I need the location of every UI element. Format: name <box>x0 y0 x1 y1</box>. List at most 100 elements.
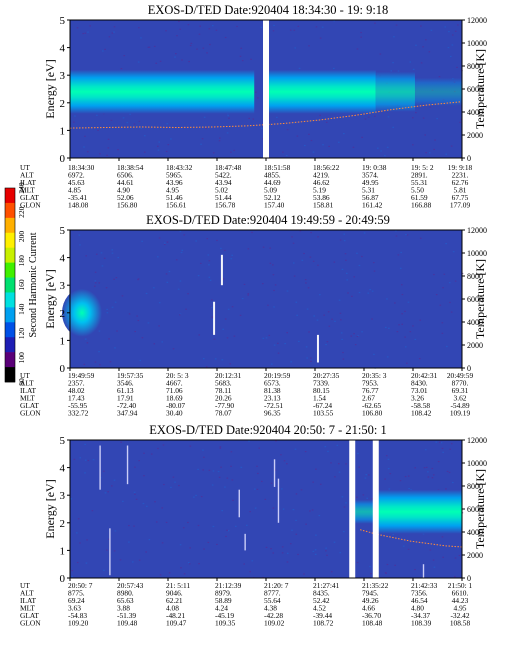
noise-dot <box>107 138 110 140</box>
noise-dot <box>399 480 402 482</box>
noise-dot <box>83 363 86 366</box>
y-tick-label: 3 <box>60 70 66 82</box>
noise-dot <box>84 32 87 34</box>
noise-dot <box>440 442 443 444</box>
noise-dot <box>198 334 201 336</box>
table-cell: 3.26 <box>411 394 424 403</box>
noise-dot <box>361 331 363 333</box>
noise-dot <box>254 507 257 509</box>
noise-dot <box>406 234 409 236</box>
noise-dot <box>274 469 277 471</box>
noise-dot <box>280 454 282 456</box>
table-cell: 17.91 <box>117 394 134 403</box>
noise-dot <box>155 521 158 523</box>
noise-dot <box>138 120 141 122</box>
noise-dot <box>321 26 324 28</box>
noise-dot <box>78 234 81 236</box>
table-cell: 17.43 <box>68 394 85 403</box>
noise-dot <box>369 288 371 291</box>
noise-dot <box>393 36 395 38</box>
table-cell: 48.02 <box>68 386 85 395</box>
noise-dot <box>148 46 151 48</box>
table-cell: 21:50: 1 <box>448 581 473 590</box>
table-row-label: ILAT <box>20 596 36 605</box>
noise-dot <box>201 138 204 140</box>
noise-dot <box>365 474 368 476</box>
noise-dot <box>450 311 453 313</box>
noise-dot <box>325 343 327 346</box>
noise-dot <box>454 576 456 578</box>
noise-dot <box>439 441 441 443</box>
noise-dot <box>120 68 123 70</box>
noise-dot <box>448 471 451 474</box>
table-cell: 69.31 <box>452 386 469 395</box>
noise-dot <box>236 25 238 28</box>
noise-dot <box>328 325 331 327</box>
table-cell: 4.95 <box>454 604 467 613</box>
noise-dot <box>86 151 89 153</box>
noise-dot <box>87 31 89 33</box>
noise-dot <box>360 36 362 38</box>
noise-dot <box>270 363 273 365</box>
noise-dot <box>308 45 310 47</box>
noise-dot <box>396 331 399 333</box>
noise-dot <box>172 476 175 478</box>
noise-dot <box>195 240 197 242</box>
noise-dot <box>405 346 407 348</box>
colorbar-segment <box>5 262 15 278</box>
noise-dot <box>371 290 374 292</box>
noise-dot <box>371 318 373 320</box>
noise-dot <box>301 259 304 261</box>
table-cell: 156.61 <box>166 201 187 210</box>
noise-dot <box>239 55 242 57</box>
noise-dot <box>94 282 97 284</box>
noise-dot <box>415 112 417 114</box>
noise-dot <box>84 443 86 446</box>
noise-dot <box>307 287 310 289</box>
panel-3: EXOS-D/TED Date:920404 20:50: 7 - 21:50:… <box>20 423 487 628</box>
noise-dot <box>231 479 234 481</box>
table-cell: 20.26 <box>215 394 232 403</box>
noise-dot <box>87 459 90 462</box>
noise-dot <box>158 141 161 143</box>
noise-dot <box>450 145 453 147</box>
noise-dot <box>404 475 407 478</box>
noise-dot <box>199 25 202 27</box>
colorbar-tick-label: 220 <box>17 206 26 218</box>
noise-dot <box>449 55 452 58</box>
noise-dot <box>111 32 114 34</box>
noise-dot <box>117 256 120 259</box>
y-tick-label: 0 <box>60 363 66 375</box>
table-cell: 45.63 <box>68 178 85 187</box>
noise-dot <box>341 496 344 498</box>
y2-tick-label: 8000 <box>467 272 483 281</box>
noise-dot <box>264 498 267 500</box>
noise-dot <box>120 441 122 443</box>
table-cell: -32.42 <box>450 611 469 620</box>
noise-dot <box>356 48 359 50</box>
gap-stripe <box>422 564 425 578</box>
noise-dot <box>145 292 148 295</box>
noise-dot <box>92 459 95 461</box>
table-cell: 177.09 <box>450 201 471 210</box>
noise-dot <box>304 450 307 453</box>
noise-dot <box>230 451 233 453</box>
noise-dot <box>345 272 348 274</box>
table-cell: 62.76 <box>452 178 469 187</box>
noise-dot <box>161 341 164 343</box>
y-tick-label: 4 <box>60 43 66 55</box>
table-row-label: GLON <box>20 201 41 210</box>
table-cell: 5965. <box>166 171 183 180</box>
table-cell: -35.41 <box>68 193 87 202</box>
noise-dot <box>444 26 447 28</box>
table-cell: 21:27:41 <box>313 581 340 590</box>
noise-dot <box>207 254 210 256</box>
y-axis-label: Energy [eV] <box>43 479 57 538</box>
table-cell: 161.42 <box>362 201 383 210</box>
noise-dot <box>272 264 274 266</box>
noise-dot <box>197 275 200 277</box>
table-cell: 8435. <box>313 589 330 598</box>
noise-dot <box>174 56 176 58</box>
noise-dot <box>273 289 275 292</box>
emission-blob <box>62 288 102 337</box>
